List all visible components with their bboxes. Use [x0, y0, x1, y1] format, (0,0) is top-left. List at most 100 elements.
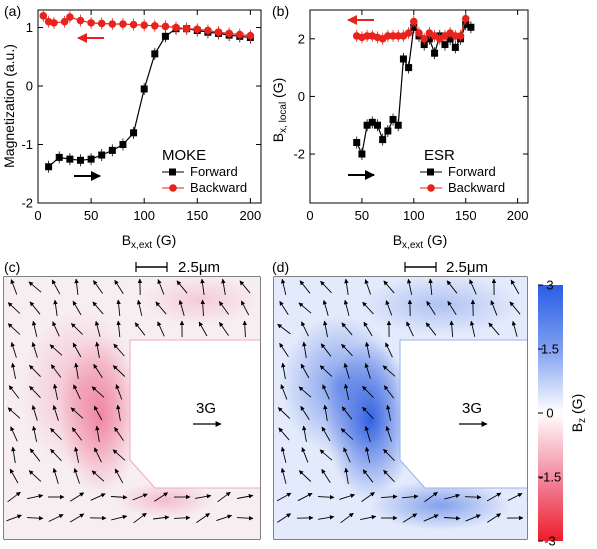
field-vector — [383, 469, 395, 483]
field-vector — [6, 514, 22, 522]
panel-label-a: (a) — [4, 3, 21, 19]
series-line — [48, 28, 251, 168]
data-point — [373, 121, 381, 129]
field-vector — [31, 404, 38, 421]
data-point — [76, 156, 84, 164]
plot-frame-a — [37, 9, 262, 204]
field-vector — [93, 280, 103, 294]
data-point — [399, 55, 407, 63]
field-vector — [343, 447, 351, 463]
data-point — [182, 24, 191, 33]
field-vector — [339, 493, 356, 500]
x-axis-label-b: Bx,ext (G) — [393, 232, 448, 251]
field-vector — [280, 384, 288, 400]
field-vector — [29, 385, 41, 399]
field-vector — [49, 344, 63, 356]
data-point — [394, 121, 402, 129]
field-vector — [363, 321, 373, 337]
legend-forward-b: Forward — [448, 164, 496, 179]
field-vector — [113, 343, 125, 357]
field-vector — [69, 513, 85, 523]
field-vector — [401, 494, 419, 499]
field-vector — [511, 320, 518, 337]
field-label-d: 3G — [462, 400, 482, 417]
field-vector — [300, 405, 310, 420]
field-vector — [277, 407, 291, 419]
field-vector — [195, 494, 212, 499]
field-vector — [95, 425, 100, 442]
field-vector — [318, 515, 335, 520]
field-vector — [383, 385, 395, 399]
field-vector — [343, 299, 350, 316]
data-point — [389, 115, 397, 123]
field-vector — [26, 515, 44, 521]
data-point — [358, 150, 366, 158]
y-tick-label: -2 — [21, 196, 33, 211]
field-vector — [73, 384, 81, 400]
field-vector — [111, 514, 128, 521]
field-vector — [364, 279, 372, 295]
field-vector — [385, 425, 392, 442]
data-point — [151, 21, 159, 30]
data-point — [353, 139, 361, 147]
field-vector — [50, 427, 62, 441]
field-vector — [299, 280, 311, 294]
field-vector — [198, 321, 208, 337]
field-vector — [28, 470, 42, 482]
panel-label-c: (c) — [4, 259, 20, 275]
field-vector — [132, 493, 148, 501]
field-vector — [221, 278, 226, 295]
field-vector — [320, 280, 332, 294]
data-point — [172, 23, 180, 32]
field-vector — [134, 322, 146, 336]
legend-backward-b: Backward — [448, 180, 505, 195]
panel-d: (d) 2.5μm 3G — [272, 259, 528, 540]
field-vector — [196, 513, 210, 523]
data-point — [76, 16, 85, 25]
data-point — [384, 127, 392, 135]
data-point — [87, 155, 95, 163]
data-point — [451, 43, 459, 51]
x-tick-label: 50 — [84, 208, 98, 223]
field-vector — [301, 321, 309, 337]
field-vector — [8, 385, 20, 399]
legend-b: Forward Backward — [420, 164, 505, 195]
colorbar-tick-label: -3 — [544, 534, 556, 549]
data-point — [39, 12, 48, 20]
data-point — [161, 32, 169, 40]
cutout-d — [399, 339, 527, 489]
field-vector — [242, 320, 248, 338]
data-point — [193, 25, 202, 34]
field-vector — [302, 425, 307, 442]
field-vector — [343, 362, 350, 379]
cutout-c — [129, 339, 260, 489]
field-vector — [92, 301, 104, 315]
field-vector — [364, 425, 371, 442]
field-vector — [52, 467, 59, 484]
field-vector — [93, 363, 103, 378]
field-vector — [360, 515, 377, 521]
field-vector — [7, 407, 21, 419]
field-vector — [406, 278, 413, 295]
data-point — [129, 20, 138, 29]
series-line — [356, 23, 472, 157]
field-vector — [341, 322, 353, 336]
panel-label-d: (d) — [272, 259, 289, 275]
field-vector — [52, 321, 60, 337]
data-point — [45, 163, 53, 171]
field-vector — [280, 278, 287, 295]
annotation-b: ESR — [424, 147, 455, 164]
field-vector — [93, 405, 103, 421]
field-vector — [74, 446, 80, 463]
data-point — [225, 29, 233, 38]
field-vector — [449, 320, 454, 338]
field-vector — [385, 300, 393, 316]
data-point — [60, 17, 69, 26]
data-point — [456, 32, 465, 40]
data-point — [431, 49, 439, 57]
data-point — [461, 14, 470, 23]
field-vector — [94, 447, 102, 463]
field-vector — [110, 495, 128, 500]
field-vector — [51, 279, 61, 295]
field-vector — [406, 321, 414, 337]
